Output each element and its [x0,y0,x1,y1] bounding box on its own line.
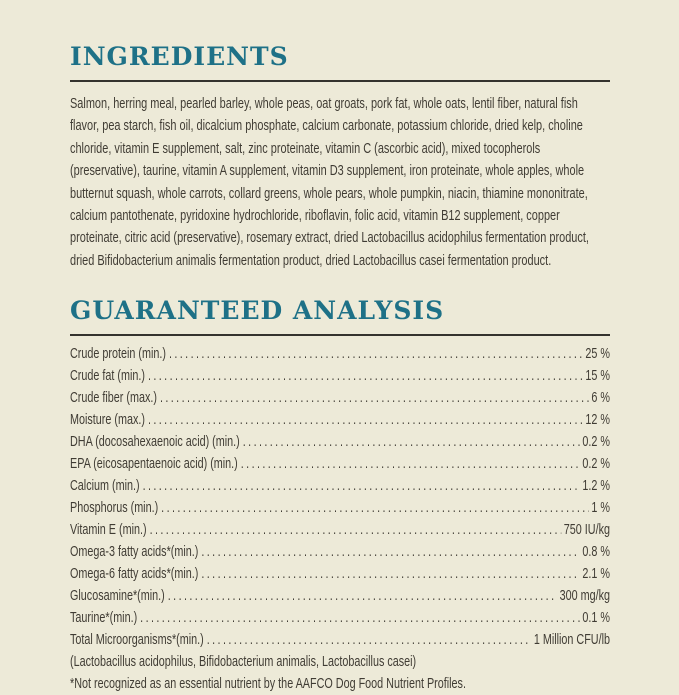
analysis-row-label: Omega-6 fatty acids*(min.) [70,566,199,583]
guaranteed-analysis-title: GUARANTEED ANALYSIS [70,296,445,326]
analysis-row-label: Calcium (min.) [70,478,140,495]
analysis-row-label: DHA (docosahexaenoic acid) (min.) [70,434,240,451]
analysis-row: EPA (eicosapentaenoic acid) (min.) 0.2 % [70,453,610,475]
dot-leader [148,365,583,387]
analysis-row-value: 1.2 % [582,478,610,495]
analysis-row-value: 1 Million CFU/lb [533,632,610,649]
analysis-row: Moisture (max.) 12 % [70,409,610,431]
dot-leader [143,475,581,497]
analysis-row-value: 15 % [585,368,610,385]
analysis-row-value: 12 % [585,412,610,429]
analysis-table: Crude protein (min.) 25 % Crude fat (min… [70,343,610,651]
analysis-row: Total Microorganisms*(min.) 1 Million CF… [70,629,610,651]
analysis-row-value: 0.2 % [582,456,610,473]
microorganisms-note: (Lactobacillus acidophilus, Bifidobacter… [70,654,417,671]
analysis-row-label: Crude protein (min.) [70,346,166,363]
analysis-row: Omega-3 fatty acids*(min.) 0.8 % [70,541,610,563]
label-panel: INGREDIENTS Salmon, herring meal, pearle… [0,0,679,679]
analysis-row-value: 0.8 % [582,544,610,561]
ingredients-title: INGREDIENTS [70,42,289,71]
analysis-row: Crude fiber (max.) 6 % [70,387,610,409]
analysis-row-label: Crude fat (min.) [70,368,145,385]
analysis-row-value: 1 % [591,500,610,517]
guaranteed-analysis-section: GUARANTEED ANALYSIS Crude protein (min.)… [70,298,610,695]
analysis-row-value: 300 mg/kg [559,588,610,605]
analysis-row-label: Glucosamine*(min.) [70,588,165,605]
dot-leader [150,519,562,541]
dot-leader [161,497,589,519]
analysis-row-label: EPA (eicosapentaenoic acid) (min.) [70,456,238,473]
analysis-row: Crude fat (min.) 15 % [70,365,610,387]
analysis-row-label: Omega-3 fatty acids*(min.) [70,544,199,561]
dot-leader [160,387,589,409]
analysis-row: Phosphorus (min.) 1 % [70,497,610,519]
ingredients-text: Salmon, herring meal, pearled barley, wh… [70,96,589,269]
analysis-row-label: Taurine*(min.) [70,610,138,627]
dot-leader [169,343,583,365]
analysis-row-label: Total Microorganisms*(min.) [70,632,204,649]
analysis-row-value: 2.1 % [582,566,610,583]
analysis-row-value: 0.1 % [582,610,610,627]
ingredients-section: INGREDIENTS Salmon, herring meal, pearle… [70,44,610,272]
dot-leader [207,629,532,651]
analysis-row: Crude protein (min.) 25 % [70,343,610,365]
analysis-row-value: 6 % [591,390,610,407]
dot-leader [140,607,580,629]
dot-leader [201,563,580,585]
ingredients-divider [70,80,610,82]
analysis-row: Taurine*(min.) 0.1 % [70,607,610,629]
analysis-row: Vitamin E (min.) 750 IU/kg [70,519,610,541]
analysis-row: Calcium (min.) 1.2 % [70,475,610,497]
analysis-row-value: 750 IU/kg [563,522,610,539]
analysis-row-value: 0.2 % [582,434,610,451]
analysis-row: Omega-6 fatty acids*(min.) 2.1 % [70,563,610,585]
analysis-row-label: Vitamin E (min.) [70,522,147,539]
aafco-footnote: *Not recognized as an essential nutrient… [70,676,466,693]
dot-leader [243,431,580,453]
analysis-row-label: Crude fiber (max.) [70,390,157,407]
analysis-row-label: Moisture (max.) [70,412,145,429]
analysis-row: Glucosamine*(min.) 300 mg/kg [70,585,610,607]
guaranteed-analysis-divider [70,334,610,337]
analysis-row-value: 25 % [585,346,610,363]
dot-leader [148,409,583,431]
analysis-row: DHA (docosahexaenoic acid) (min.) 0.2 % [70,431,610,453]
dot-leader [168,585,558,607]
analysis-row-label: Phosphorus (min.) [70,500,159,517]
dot-leader [201,541,580,563]
dot-leader [241,453,580,475]
